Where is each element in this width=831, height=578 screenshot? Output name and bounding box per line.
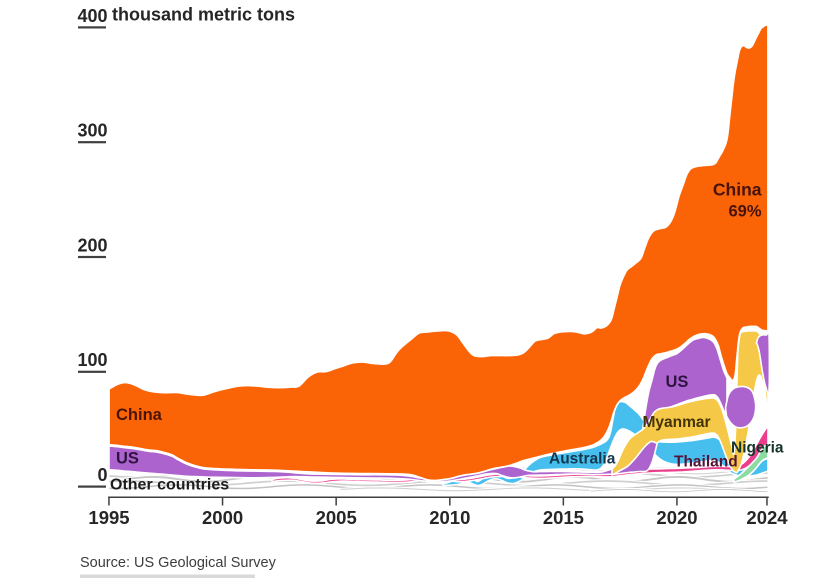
svg-text:US: US bbox=[116, 450, 139, 468]
svg-text:300: 300 bbox=[77, 121, 107, 141]
svg-text:thousand metric tons: thousand metric tons bbox=[112, 5, 295, 25]
svg-text:2005: 2005 bbox=[316, 507, 357, 528]
svg-text:US: US bbox=[666, 373, 689, 391]
svg-text:Nigeria: Nigeria bbox=[731, 440, 784, 457]
svg-text:2024: 2024 bbox=[746, 507, 788, 528]
svg-text:2015: 2015 bbox=[543, 507, 584, 528]
svg-text:100: 100 bbox=[77, 350, 107, 370]
svg-text:2010: 2010 bbox=[429, 507, 470, 528]
svg-text:Other countries: Other countries bbox=[110, 477, 229, 494]
svg-text:Myanmar: Myanmar bbox=[643, 414, 711, 431]
svg-text:2000: 2000 bbox=[202, 507, 243, 528]
svg-text:0: 0 bbox=[97, 465, 107, 485]
svg-text:400: 400 bbox=[77, 6, 107, 26]
svg-text:69%: 69% bbox=[728, 203, 761, 221]
svg-text:China: China bbox=[116, 406, 163, 424]
svg-text:200: 200 bbox=[77, 235, 107, 255]
svg-text:1995: 1995 bbox=[88, 507, 129, 528]
svg-text:Australia: Australia bbox=[549, 451, 616, 468]
svg-text:2020: 2020 bbox=[656, 507, 697, 528]
svg-text:Source: US Geological Survey: Source: US Geological Survey bbox=[80, 555, 277, 571]
svg-text:China: China bbox=[713, 180, 762, 200]
svg-text:Thailand: Thailand bbox=[674, 454, 738, 471]
